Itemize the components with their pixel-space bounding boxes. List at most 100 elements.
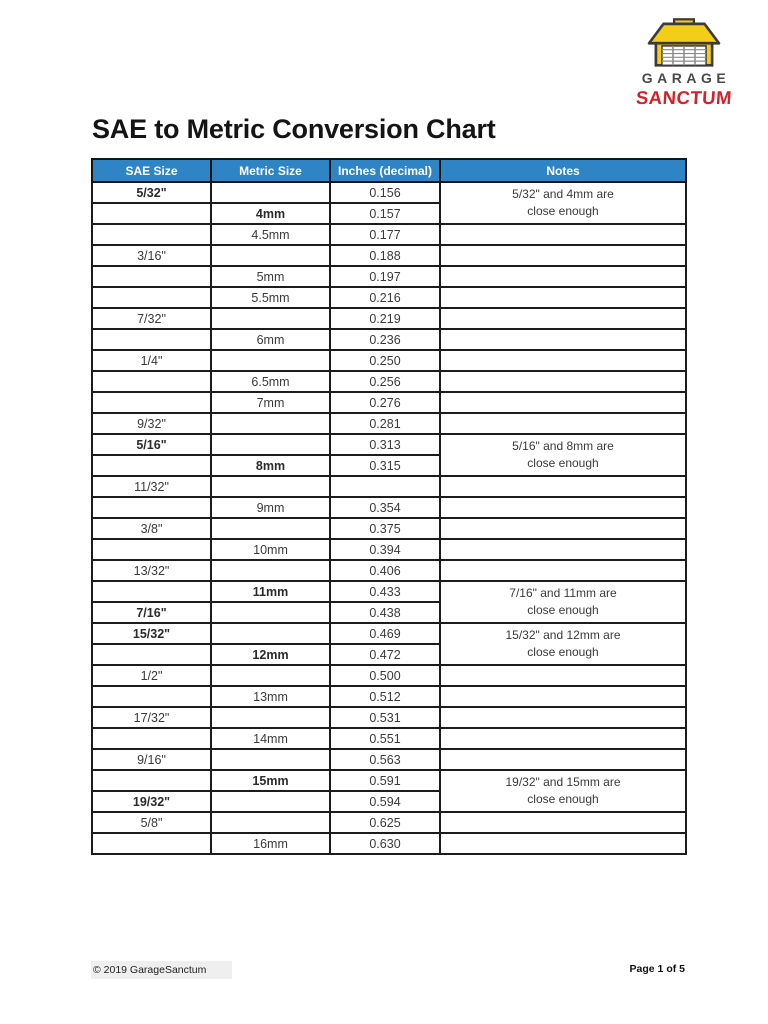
table-row: 9/16" 0.563: [91, 748, 687, 771]
inches-decimal-cell: 0.563: [329, 748, 441, 771]
table-row: 11/32": [91, 475, 687, 498]
sae-size-cell: [91, 727, 212, 750]
note-cell: 19/32" and 15mm are close enough: [439, 769, 687, 813]
sae-size-cell: [91, 580, 212, 603]
logo-garage-text: GARAGE: [641, 70, 731, 86]
sae-size-cell: [91, 643, 212, 666]
note-cell: [439, 559, 687, 582]
table-row: 4mm 0.157: [91, 202, 686, 225]
note-cell: [439, 328, 687, 351]
table-row: 17/32" 0.531: [91, 706, 687, 729]
note-cell: 5/32" and 4mm are close enough: [439, 181, 687, 225]
sae-size-cell: [91, 265, 212, 288]
sae-size-cell: 5/8": [91, 811, 212, 834]
inches-decimal-cell: 0.188: [329, 244, 441, 267]
metric-size-cell: [210, 748, 331, 771]
metric-size-cell: 11mm: [210, 580, 331, 603]
metric-size-cell: 5mm: [210, 265, 331, 288]
table-row: 7mm 0.276: [91, 391, 687, 414]
inches-decimal-cell: 0.375: [329, 517, 441, 540]
note-cell: [439, 727, 687, 750]
metric-size-cell: 13mm: [210, 685, 331, 708]
table-row: 10mm 0.394: [91, 538, 687, 561]
logo-sanctum-text: SANCTUM: [635, 87, 733, 108]
inches-decimal-cell: 0.512: [329, 685, 441, 708]
inches-decimal-cell: 0.197: [329, 265, 441, 288]
inches-decimal-cell: 0.219: [329, 307, 441, 330]
sae-size-cell: [91, 769, 212, 792]
table-row: 5/32" 0.156 5/32" and 4mm are close enough: [91, 181, 687, 225]
table-row: 16mm 0.630: [91, 832, 687, 855]
metric-size-cell: [210, 349, 331, 372]
inches-decimal-cell: 0.157: [329, 202, 441, 225]
metric-size-cell: 10mm: [210, 538, 331, 561]
inches-decimal-cell: 0.276: [329, 391, 441, 414]
metric-size-cell: 9mm: [210, 496, 331, 519]
metric-size-cell: [210, 307, 331, 330]
inches-decimal-cell: 0.433: [329, 580, 441, 603]
metric-size-cell: 8mm: [210, 454, 331, 477]
inches-decimal-cell: 0.469: [329, 622, 441, 645]
sae-size-cell: 13/32": [91, 559, 212, 582]
sae-size-cell: [91, 391, 212, 414]
garage-sanctum-logo: GARAGE SANCTUM: [631, 18, 737, 109]
inches-decimal-cell: 0.313: [329, 433, 441, 456]
metric-size-cell: 7mm: [210, 391, 331, 414]
table-row: 5/8" 0.625: [91, 811, 687, 834]
metric-size-cell: 6mm: [210, 328, 331, 351]
table-row: 15mm 0.591 19/32" and 15mm are close enoug…: [91, 769, 687, 813]
metric-size-cell: [210, 601, 331, 624]
page-number: Page 1 of 5: [629, 963, 685, 975]
inches-decimal-cell: 0.406: [329, 559, 441, 582]
sae-size-cell: [91, 832, 212, 855]
table-row: 13mm 0.512: [91, 685, 687, 708]
inches-decimal-cell: 0.551: [329, 727, 441, 750]
inches-decimal-cell: 0.625: [329, 811, 441, 834]
metric-size-cell: [210, 412, 331, 435]
table-row: 1/2" 0.500: [91, 664, 687, 687]
column-header-metric-size: Metric Size: [210, 158, 331, 183]
table-row: 1/4" 0.250: [91, 349, 687, 372]
conversion-table: SAE Size Metric Size Inches (decimal) Notes…: [91, 158, 687, 855]
sae-size-cell: [91, 496, 212, 519]
metric-size-cell: 15mm: [210, 769, 331, 792]
inches-decimal-cell: 0.394: [329, 538, 441, 561]
note-cell: [439, 475, 687, 498]
sae-size-cell: [91, 286, 212, 309]
metric-size-cell: 16mm: [210, 832, 331, 855]
table-row: 6.5mm 0.256: [91, 370, 687, 393]
note-cell: [439, 811, 687, 834]
inches-decimal-cell: 0.250: [329, 349, 441, 372]
inches-decimal-cell: 0.315: [329, 454, 441, 477]
table-row: 5.5mm 0.216: [91, 286, 687, 309]
column-header-notes: Notes: [439, 158, 687, 183]
table-row: 13/32" 0.406: [91, 559, 687, 582]
note-cell: [439, 265, 687, 288]
table-row: 7/32" 0.219: [91, 307, 687, 330]
metric-size-cell: [210, 244, 331, 267]
note-cell: [439, 412, 687, 435]
header-row: SAE Size Metric Size Inches (decimal) Notes: [91, 158, 687, 183]
inches-decimal-cell: 0.594: [329, 790, 441, 813]
note-cell: [439, 748, 687, 771]
column-header-sae-size: SAE Size: [91, 158, 212, 183]
sae-size-cell: 11/32": [91, 475, 212, 498]
table-header: SAE Size Metric Size Inches (decimal) Notes: [91, 158, 687, 183]
metric-size-cell: 5.5mm: [210, 286, 331, 309]
metric-size-cell: 12mm: [210, 643, 331, 666]
metric-size-cell: 14mm: [210, 727, 331, 750]
garage-icon: [647, 18, 721, 67]
sae-size-cell: [91, 685, 212, 708]
sae-size-cell: 3/16": [91, 244, 212, 267]
inches-decimal-cell: 0.591: [329, 769, 441, 792]
inches-decimal-cell: 0.472: [329, 643, 441, 666]
inches-decimal-cell: 0.256: [329, 370, 441, 393]
inches-decimal-cell: 0.177: [329, 223, 441, 246]
sae-size-cell: 5/32": [91, 181, 212, 204]
copyright-text: © 2019 GarageSanctum: [91, 961, 233, 979]
table-row: 5/16" 0.313 5/16" and 8mm are close enough: [91, 433, 687, 477]
sae-size-cell: 9/16": [91, 748, 212, 771]
sae-size-cell: [91, 538, 212, 561]
table-row: 8mm 0.315: [91, 454, 686, 477]
note-cell: [439, 244, 687, 267]
